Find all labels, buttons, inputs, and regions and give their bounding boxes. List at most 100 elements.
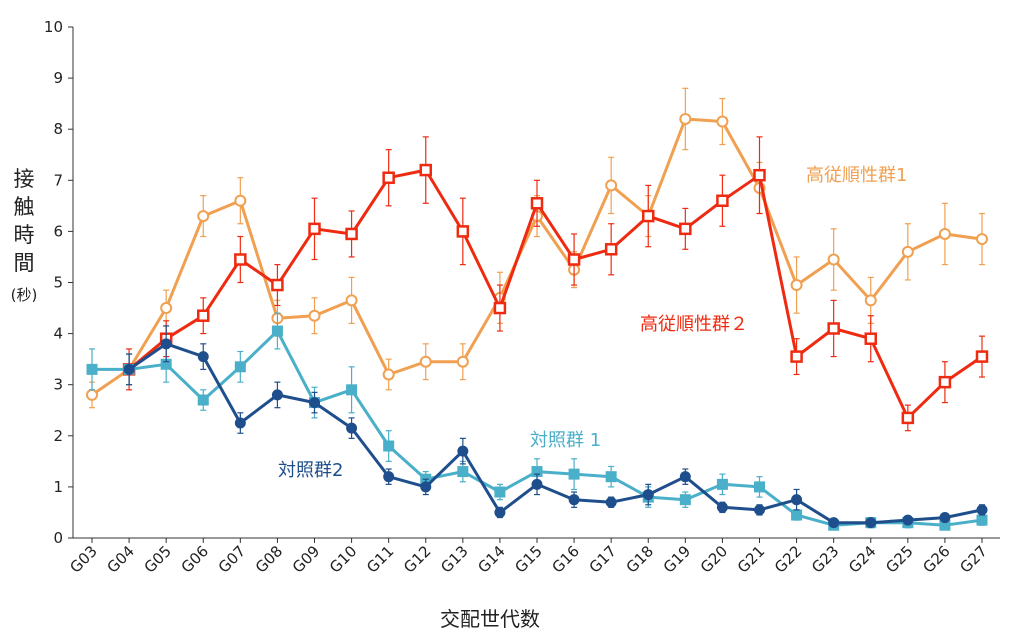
data-point (456, 355, 469, 368)
data-point (902, 514, 914, 526)
data-point (791, 494, 803, 506)
data-point (716, 501, 728, 513)
data-point (976, 233, 988, 246)
data-point (938, 227, 951, 240)
y-tick-label: 9 (53, 69, 63, 87)
data-point (494, 506, 506, 518)
x-tick-label: G04 (103, 542, 137, 576)
data-point (456, 225, 470, 238)
data-point (605, 496, 617, 508)
x-tick-label: G19 (660, 542, 694, 576)
series-line (128, 168, 983, 420)
x-tick-label: G08 (252, 542, 286, 576)
data-point (642, 489, 654, 501)
x-tick-label: G23 (808, 542, 842, 576)
data-point (754, 504, 765, 516)
x-tick-label: G21 (734, 542, 768, 576)
data-point (790, 350, 803, 363)
data-point (383, 471, 395, 483)
data-point (827, 253, 840, 266)
data-point (976, 504, 988, 516)
series-label-control-2: 対照群2 (278, 460, 343, 481)
x-tick-label: G05 (141, 542, 175, 576)
y-axis-label-char: 間 (14, 251, 35, 275)
data-point (234, 194, 247, 207)
series-layer (86, 87, 989, 531)
data-point (604, 243, 618, 256)
series-label-high-obedience-2: 高従順性群２ (640, 314, 748, 335)
data-point (716, 478, 728, 490)
data-point (493, 301, 507, 315)
data-point (160, 302, 173, 315)
data-point (605, 471, 617, 483)
data-point (605, 179, 618, 192)
data-point (382, 171, 395, 184)
x-tick-label: G24 (845, 542, 879, 576)
x-tick-label: G06 (178, 542, 212, 576)
series-line (91, 117, 983, 397)
data-point (197, 309, 210, 322)
series-line (92, 329, 983, 527)
data-point (309, 397, 320, 409)
x-tick-label: G26 (919, 542, 953, 576)
y-axis-label: 接 触 時 間 (秒) (11, 167, 38, 304)
y-axis-label-char: 触 (14, 195, 35, 219)
data-point (382, 368, 395, 381)
y-tick-label: 1 (53, 478, 63, 496)
data-point (494, 486, 506, 498)
x-tick-label: G18 (623, 542, 657, 576)
series-label-high-obedience-1: 高従順性群1 (806, 165, 907, 186)
data-point (346, 384, 358, 396)
data-point (345, 294, 358, 307)
data-point (716, 115, 729, 128)
y-axis-label-char: 時 (14, 223, 35, 247)
data-point (679, 222, 692, 236)
x-tick-label: G07 (215, 542, 249, 576)
x-tick-label: G10 (326, 542, 360, 576)
data-point (568, 468, 580, 480)
y-tick-label: 2 (53, 427, 63, 445)
x-tick-label: G17 (586, 542, 620, 576)
data-point (420, 481, 432, 493)
y-tick-label: 7 (53, 171, 63, 189)
y-tick-label: 8 (53, 120, 63, 138)
x-axis-label: 交配世代数 (440, 607, 540, 631)
labels: 交配世代数 接 触 時 間 (秒) 高従順性群1 高従順性群２ 対照群 1 対照… (11, 165, 908, 631)
data-point (530, 197, 544, 210)
data-point (345, 227, 358, 241)
data-point (234, 361, 246, 373)
y-tick-label: 3 (53, 376, 63, 394)
data-point (197, 394, 209, 406)
series-3 (86, 312, 988, 531)
series-label-control-1: 対照群 1 (530, 430, 601, 451)
data-point (123, 363, 135, 375)
data-point (271, 389, 283, 401)
data-point (716, 194, 729, 207)
data-point (346, 422, 358, 434)
data-point (457, 466, 469, 478)
data-point (679, 112, 692, 125)
data-point (197, 210, 210, 223)
x-tick-label: G22 (771, 542, 805, 576)
x-tick-label: G14 (474, 542, 508, 576)
y-tick-label: 5 (53, 274, 63, 292)
x-tick-label: G20 (697, 542, 731, 576)
y-tick-label: 4 (53, 325, 63, 343)
data-point (419, 163, 432, 177)
data-point (975, 350, 989, 363)
data-point (827, 322, 840, 335)
data-point (308, 309, 321, 322)
data-point (938, 375, 952, 389)
series-line (128, 342, 983, 525)
x-tick-label: G13 (437, 542, 471, 576)
data-point (160, 338, 172, 350)
data-point (864, 294, 877, 307)
data-point (568, 494, 580, 506)
x-tick-label: G03 (66, 542, 100, 576)
data-point (457, 445, 469, 457)
data-point (753, 168, 766, 182)
data-point (567, 253, 581, 266)
x-tick-label: G11 (363, 542, 397, 576)
